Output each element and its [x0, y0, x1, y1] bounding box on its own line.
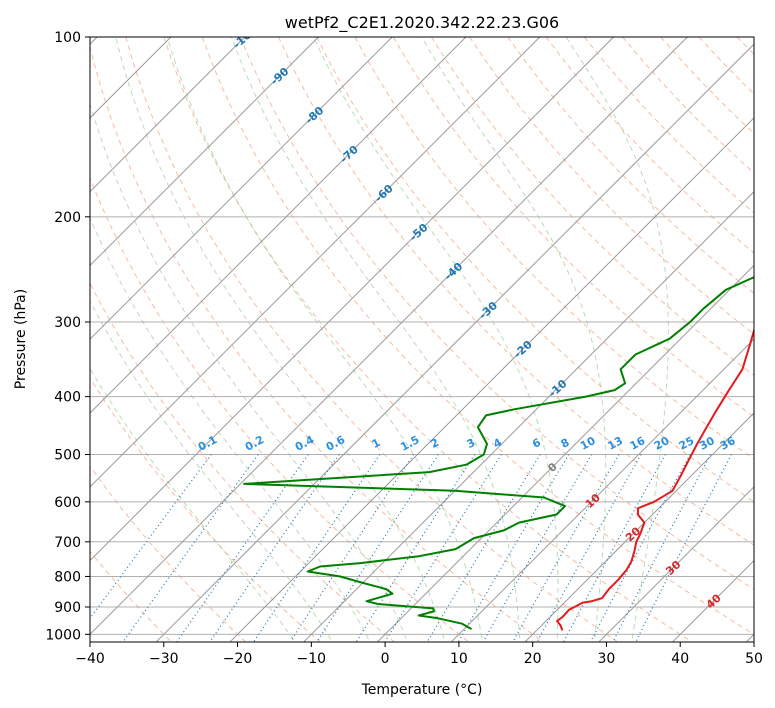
sounding-profiles — [243, 276, 754, 631]
dry-adiabat — [239, 37, 754, 590]
isotherm — [302, 190, 754, 642]
mixing-ratio-label: 25 — [677, 434, 697, 453]
isotherm — [598, 486, 754, 642]
dewpoint-profile — [243, 276, 754, 630]
isotherm — [671, 559, 754, 642]
dry-adiabat — [201, 37, 754, 635]
mixing-ratio-label: 10 — [578, 434, 598, 453]
y-tick-label: 300 — [54, 315, 81, 331]
dry-adiabat — [583, 37, 754, 214]
mixing-ratio-label: 30 — [697, 434, 717, 453]
isotherm — [229, 117, 754, 642]
dry-adiabat — [316, 37, 754, 503]
x-tick-label: 50 — [745, 651, 763, 667]
dry-adiabat — [507, 37, 754, 294]
y-tick-label: 900 — [54, 600, 81, 616]
mixing-ratio-label: 0.2 — [243, 433, 266, 454]
isotherm — [155, 43, 754, 642]
background-lines — [90, 37, 754, 642]
mixing-ratio-label: 16 — [628, 434, 648, 453]
moist-adiabat — [565, 37, 669, 642]
moist-adiabat — [115, 37, 446, 642]
dry-adiabat — [354, 37, 754, 460]
y-tick-label: 600 — [54, 495, 81, 511]
moist-adiabat — [230, 37, 521, 642]
mixing-ratio-line — [562, 454, 666, 642]
isotherm — [376, 264, 754, 642]
isotherm — [524, 412, 754, 642]
y-tick-label: 400 — [54, 390, 81, 406]
y-tick-label: 700 — [54, 535, 81, 551]
mixing-ratio-label: 20 — [652, 434, 672, 453]
dry-adiabat — [90, 465, 247, 642]
dry-adiabat — [392, 37, 754, 418]
mixing-ratio-line — [612, 454, 712, 642]
plot-frame — [89, 36, 755, 643]
x-tick-label: 30 — [598, 651, 616, 667]
mixing-ratio-label: 1 — [370, 436, 383, 451]
isotherm — [745, 633, 754, 642]
x-tick-label: 40 — [671, 651, 689, 667]
x-tick-label: −20 — [223, 651, 253, 667]
y-tick-label: 1000 — [45, 627, 81, 643]
x-tick-label: 20 — [524, 651, 542, 667]
isotherm — [90, 37, 688, 636]
isotherm — [90, 37, 614, 562]
moist-adiabat — [90, 216, 371, 642]
moist-adiabat — [421, 37, 607, 642]
mixing-ratio-label: 8 — [559, 436, 572, 451]
mixing-ratio-line — [209, 454, 340, 642]
mixing-ratio-line — [316, 454, 439, 642]
isotherm — [90, 37, 319, 267]
isotherm — [90, 37, 467, 414]
y-axis-title: Pressure (hPa) — [13, 289, 29, 389]
x-axis-title: Temperature (°C) — [361, 682, 483, 698]
dry-adiabat — [90, 44, 545, 642]
temperature-profile — [556, 327, 754, 631]
mixing-ratio-label: 0.6 — [324, 433, 348, 454]
isotherm — [90, 37, 541, 488]
isotherm — [90, 37, 246, 193]
x-tick-label: 10 — [450, 651, 468, 667]
mixing-ratio-line — [512, 454, 620, 642]
mixing-ratio-line — [589, 454, 691, 642]
moist-adiabat — [90, 367, 296, 642]
y-tick-label: 800 — [54, 569, 81, 585]
dry-adiabat — [90, 176, 470, 642]
moist-adiabat — [90, 299, 334, 642]
chart-title: wetPf2_C2E1.2020.342.22.23.G06 — [285, 13, 559, 33]
mixing-ratio-line — [457, 454, 570, 642]
dry-adiabat — [90, 550, 173, 642]
y-tick-label: 500 — [54, 448, 81, 464]
moist-adiabat — [166, 37, 483, 642]
mixing-ratio-line — [355, 454, 476, 642]
y-tick-label: 100 — [54, 30, 81, 46]
dry-adiabat — [430, 37, 754, 376]
mixing-ratio-label: 13 — [605, 434, 625, 453]
mixing-ratio-label: 2 — [428, 436, 441, 451]
x-tick-label: −30 — [149, 651, 179, 667]
x-tick-label: −10 — [297, 651, 327, 667]
mixing-ratio-line — [252, 454, 381, 642]
mixing-ratio-line — [122, 454, 259, 642]
dry-adiabat — [90, 376, 321, 642]
mixing-ratio-line — [635, 454, 732, 642]
mixing-ratio-line — [289, 454, 415, 642]
x-tick-label: −40 — [75, 651, 105, 667]
axes: −40 −30 −20 −10 0 10 20 30 40 50 100 200 300 400 500 60… — [45, 30, 763, 667]
mixing-ratio-label: 0.4 — [293, 433, 317, 454]
mixing-ratio-label: 0.1 — [196, 433, 219, 454]
y-tick-label: 200 — [54, 210, 81, 226]
moist-adiabat — [313, 37, 559, 642]
x-tick-label: 0 — [381, 651, 390, 667]
mixing-ratio-label: 36 — [718, 434, 738, 453]
dry-adiabat — [90, 282, 396, 642]
isotherm — [90, 37, 393, 340]
